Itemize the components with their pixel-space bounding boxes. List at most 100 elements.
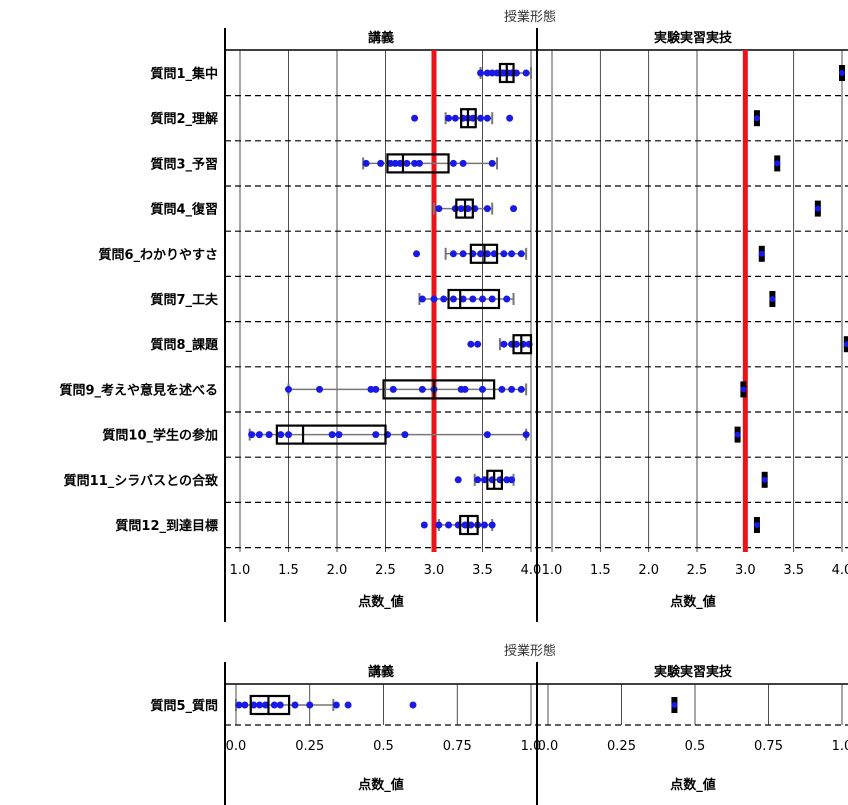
data-point <box>332 701 340 709</box>
data-point <box>467 340 475 348</box>
row-label-5: 質問7_工夫 <box>150 292 219 308</box>
row-label-8: 質問10_学生の参加 <box>102 428 218 444</box>
data-point <box>316 385 324 393</box>
data-point <box>255 431 263 439</box>
data-point <box>401 431 409 439</box>
data-point <box>461 521 469 529</box>
data-point <box>459 295 467 303</box>
practical-point <box>740 386 747 393</box>
data-point <box>276 701 284 709</box>
data-point <box>440 295 448 303</box>
data-point <box>403 159 411 167</box>
practical-point <box>753 115 760 122</box>
plot-marks <box>248 62 848 536</box>
practical-point <box>761 476 768 483</box>
plot-marks-2 <box>235 694 678 716</box>
x-tick-label: 3.0 <box>735 563 756 578</box>
data-point <box>510 205 518 213</box>
data-point <box>488 295 496 303</box>
practical-point <box>758 250 765 257</box>
practical-point <box>843 341 848 348</box>
data-point <box>483 431 491 439</box>
x-tick-label: 2.5 <box>375 563 396 578</box>
data-point <box>479 295 486 303</box>
x-tick-label: 1.0 <box>542 563 563 578</box>
data-point <box>328 431 336 439</box>
data-point <box>467 521 475 529</box>
row-label-9: 質問11_シラバスとの合致 <box>64 473 219 489</box>
x-tick-labels: 1.0 1.5 2.0 2.5 3.0 3.5 4.0 1.0 1.5 2.0 2.5 3.0 3.5 4… <box>230 563 848 578</box>
data-point <box>256 701 264 709</box>
x-axis-label-practical-2: 点数_値 <box>670 777 716 793</box>
data-point <box>449 295 457 303</box>
row-label-0: 質問1_集中 <box>150 66 218 82</box>
practical-point <box>753 522 760 528</box>
data-point <box>488 521 496 529</box>
iqr-box <box>386 153 450 174</box>
data-point <box>277 431 285 439</box>
x-tick-label: 0.5 <box>685 739 706 754</box>
data-point <box>459 250 467 258</box>
row-label-6: 質問8_課題 <box>150 337 219 353</box>
data-point <box>285 431 292 439</box>
data-point <box>522 69 530 77</box>
x-tick-label: 0.75 <box>754 739 783 754</box>
data-point <box>461 385 469 393</box>
data-point <box>480 521 488 529</box>
data-point <box>477 69 485 77</box>
data-point <box>469 114 477 122</box>
facet-title-practical-2: 実験実習実技 <box>654 664 733 680</box>
data-point <box>508 476 516 484</box>
data-point <box>508 385 516 393</box>
data-point <box>396 159 404 167</box>
data-point <box>411 114 419 122</box>
x-tick-label: 4.0 <box>832 563 848 578</box>
x-tick-label: 0.5 <box>373 739 394 754</box>
data-point <box>503 295 511 303</box>
data-point <box>372 431 380 439</box>
data-point <box>506 114 514 122</box>
facet-title-lecture-2: 講義 <box>368 664 394 680</box>
data-point <box>500 340 508 348</box>
x-tick-label: 1.5 <box>590 563 611 578</box>
x-tick-label: 1.5 <box>278 563 299 578</box>
x-tick-label: 3.5 <box>472 563 493 578</box>
x-tick-label: 3.5 <box>783 563 804 578</box>
data-point <box>420 521 428 529</box>
data-point <box>517 250 525 258</box>
x-tick-label: 2.0 <box>638 563 659 578</box>
data-point <box>367 385 375 393</box>
data-point <box>454 476 462 484</box>
data-point <box>415 159 423 167</box>
data-point <box>508 250 516 258</box>
x-tick-label: 0.0 <box>226 739 247 754</box>
data-point <box>512 69 520 77</box>
data-point <box>391 159 399 167</box>
iqr-box <box>275 424 387 445</box>
data-point <box>335 431 343 439</box>
data-point <box>344 701 352 709</box>
data-point <box>413 250 421 258</box>
x-tick-label: 1.0 <box>832 739 848 754</box>
data-point <box>488 159 496 167</box>
iqr-box <box>249 694 291 716</box>
data-point <box>483 250 491 258</box>
data-point <box>479 385 486 393</box>
iqr-box <box>447 288 501 310</box>
facet-title-practical: 実験実習実技 <box>654 30 733 46</box>
data-point <box>480 476 488 484</box>
data-point <box>389 385 397 393</box>
group-title-2: 授業形態 <box>504 643 556 659</box>
data-point <box>430 295 438 303</box>
data-point <box>248 431 256 439</box>
practical-point <box>839 70 845 76</box>
data-point <box>285 385 292 393</box>
x-tick-label: 0.0 <box>538 739 559 754</box>
data-point <box>372 385 380 393</box>
grid-lines-2 <box>235 684 843 725</box>
data-point <box>435 521 443 529</box>
data-point <box>445 114 453 122</box>
practical-point <box>734 431 741 438</box>
data-point <box>377 159 385 167</box>
